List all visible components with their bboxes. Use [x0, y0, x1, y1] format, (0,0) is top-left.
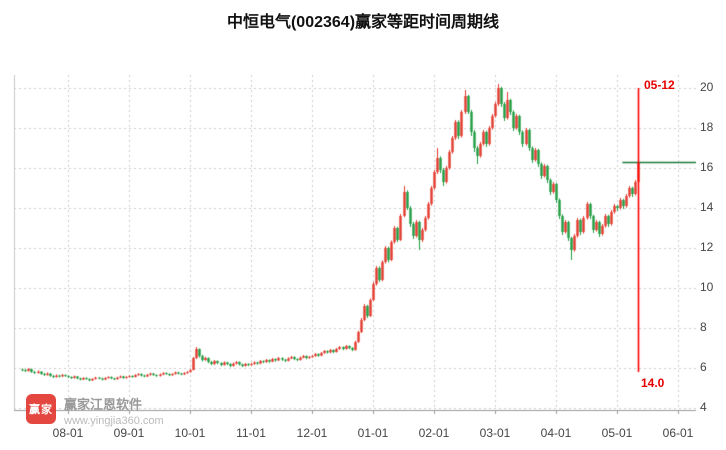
y-axis-label: 16 — [700, 160, 714, 174]
watermark-url: www.yingjia360.com — [64, 415, 164, 427]
y-axis-label: 18 — [700, 120, 714, 134]
y-axis-label: 8 — [700, 320, 707, 334]
y-axis-label: 10 — [700, 280, 714, 294]
watermark-name: 赢家江恩软件 — [64, 397, 143, 412]
y-axis-label: 6 — [700, 360, 707, 374]
x-axis-label: 02-01 — [418, 426, 450, 440]
x-axis-label: 11-01 — [236, 426, 266, 440]
y-axis-label: 12 — [700, 240, 714, 254]
x-axis-label: 03-01 — [479, 426, 511, 440]
y-axis-label: 14 — [700, 200, 714, 214]
watermark: 赢家 赢家江恩软件 www.yingjia360.com — [26, 394, 164, 427]
x-axis-label: 01-01 — [357, 426, 389, 440]
x-axis-label: 06-01 — [662, 426, 694, 440]
cycle-date-label: 05-12 — [644, 78, 675, 92]
page-title: 中恒电气(002364)赢家等距时间周期线 — [226, 14, 500, 31]
cycle-price-label: 14.0 — [641, 376, 665, 390]
x-axis-label: 10-01 — [174, 426, 206, 440]
x-axis-label: 08-01 — [52, 426, 84, 440]
y-axis-label: 20 — [700, 80, 714, 94]
watermark-logo-icon: 赢家 — [26, 394, 56, 424]
x-axis-label: 05-01 — [601, 426, 633, 440]
y-axis-label: 4 — [700, 400, 707, 414]
x-axis-label: 09-01 — [113, 426, 145, 440]
x-axis-label: 12-01 — [296, 426, 328, 440]
x-axis-label: 04-01 — [540, 426, 572, 440]
